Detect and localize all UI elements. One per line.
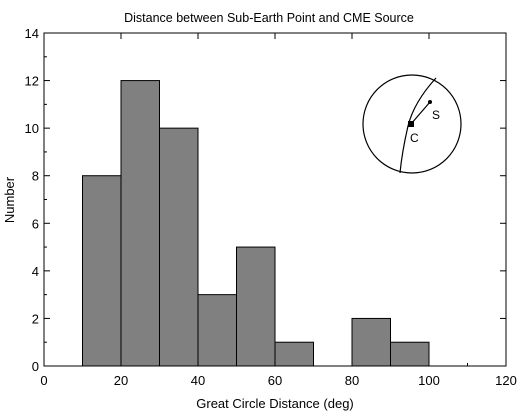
x-tick-label-3: 60 bbox=[268, 373, 282, 388]
x-tick-label-5: 100 bbox=[418, 373, 440, 388]
histogram-bar-7 bbox=[351, 317, 391, 367]
histogram-bar-4 bbox=[236, 246, 276, 367]
histogram-bar-5 bbox=[274, 341, 314, 367]
x-tick-label-2: 40 bbox=[191, 373, 205, 388]
y-tick-label-3: 6 bbox=[32, 216, 39, 231]
x-tick-label-0: 0 bbox=[40, 373, 47, 388]
x-axis-ticks: 0 20 40 60 80 100 120 bbox=[40, 33, 517, 388]
x-tick-label-1: 20 bbox=[114, 373, 128, 388]
histogram-bar-3 bbox=[197, 294, 237, 367]
distance-line bbox=[410, 101, 431, 125]
y-tick-label-5: 10 bbox=[25, 121, 39, 136]
y-tick-label-1: 2 bbox=[32, 311, 39, 326]
sub-earth-point-marker bbox=[408, 121, 414, 127]
y-tick-label-4: 8 bbox=[32, 169, 39, 184]
x-axis-title: Great Circle Distance (deg) bbox=[196, 396, 354, 411]
histogram-bar-2 bbox=[159, 127, 199, 367]
histogram-bar-0 bbox=[82, 175, 122, 367]
y-axis-title: Number bbox=[2, 176, 17, 223]
histogram-bar-1 bbox=[120, 80, 160, 367]
y-axis-ticks: 0 2 4 6 8 10 12 14 bbox=[25, 26, 506, 374]
inset-label-s: S bbox=[432, 108, 440, 122]
y-tick-label-2: 4 bbox=[32, 264, 39, 279]
chart-title: Distance between Sub-Earth Point and CME… bbox=[124, 11, 414, 25]
x-tick-label-4: 80 bbox=[345, 373, 359, 388]
histogram-bar-8 bbox=[390, 341, 430, 367]
sun-disk-circle bbox=[362, 74, 462, 174]
inset-label-c: C bbox=[410, 131, 419, 145]
source-point-marker bbox=[428, 100, 432, 104]
sun-disk-inset: C S bbox=[362, 74, 462, 174]
bars-group bbox=[82, 80, 430, 367]
meridian-arc bbox=[399, 77, 437, 174]
y-tick-label-7: 14 bbox=[25, 26, 39, 41]
x-tick-label-6: 120 bbox=[495, 373, 517, 388]
y-tick-label-0: 0 bbox=[32, 359, 39, 374]
y-tick-label-6: 12 bbox=[25, 74, 39, 89]
